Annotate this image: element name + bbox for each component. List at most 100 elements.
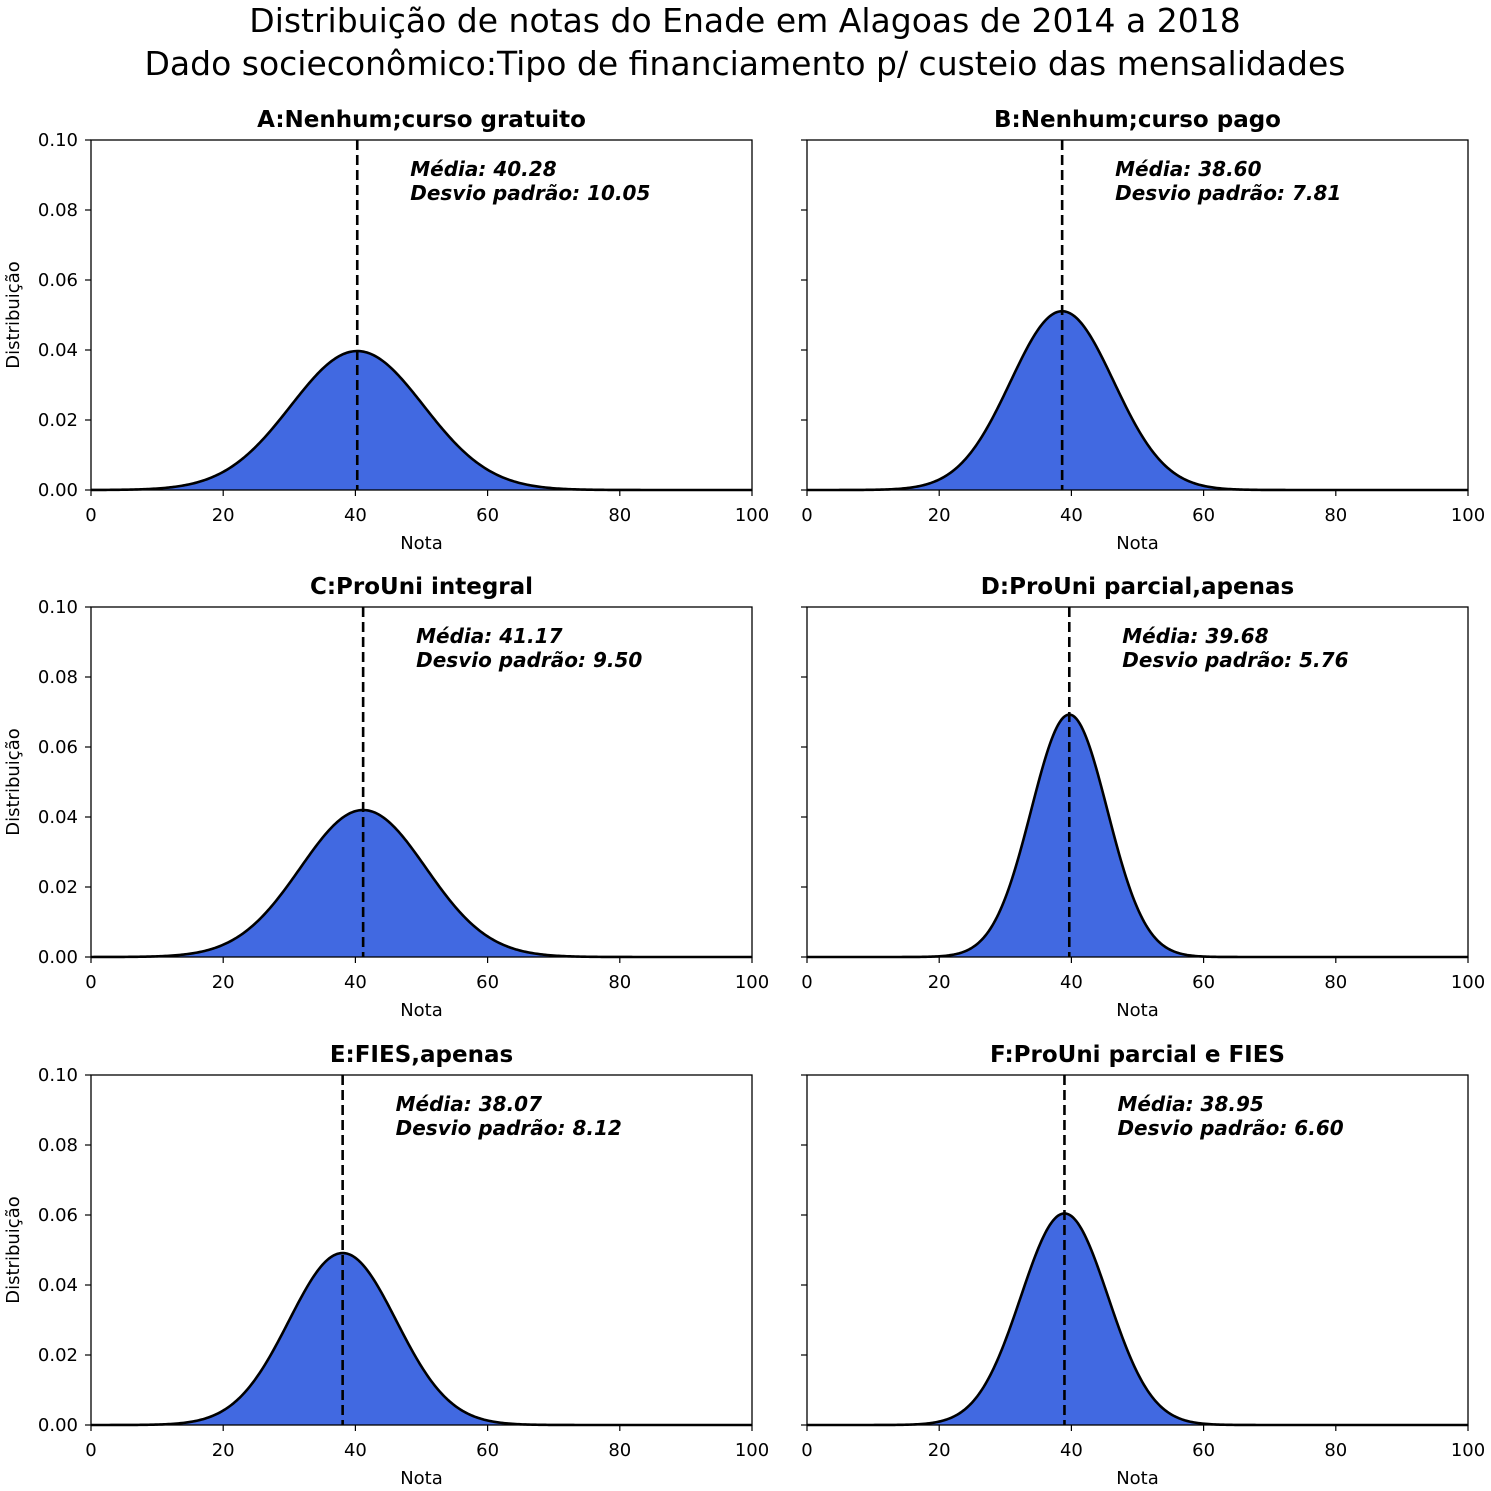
subplot-3: D:ProUni parcial,apenas 0 20 40 60 80 100 Nota M…: [801, 574, 1485, 1021]
stats-mean: Média: 40.28: [410, 157, 556, 181]
subplot-title: B:Nenhum;curso pago: [994, 107, 1281, 133]
stats-std: Desvio padrão: 7.81: [1115, 181, 1341, 205]
subplot-title: F:ProUni parcial e FIES: [990, 1042, 1285, 1068]
subplot-0: A:Nenhum;curso gratuito 0 20 40 60 80 100 0.00 0…: [3, 107, 769, 554]
density-area: [91, 351, 752, 490]
x-tick-label: 0: [85, 505, 96, 526]
x-tick-label: 0: [801, 972, 812, 993]
stats-std: Desvio padrão: 10.05: [410, 181, 650, 205]
x-tick-label: 60: [1192, 972, 1215, 993]
stats-std: Desvio padrão: 5.76: [1122, 648, 1348, 672]
y-tick-label: 0.06: [38, 270, 78, 291]
y-tick-label: 0.00: [38, 947, 78, 968]
x-tick-label: 60: [476, 1440, 499, 1461]
subplot-2: C:ProUni integral 0 20 40 60 80 100 0.00 0.02 0.0…: [3, 574, 769, 1021]
axes-frame: [90, 1074, 753, 1426]
y-tick-label: 0.04: [38, 807, 78, 828]
x-tick-label: 40: [1060, 505, 1083, 526]
x-tick-label: 0: [85, 972, 96, 993]
x-tick-label: 0: [85, 1440, 96, 1461]
x-tick-label: 40: [1060, 1440, 1083, 1461]
density-area: [91, 810, 752, 957]
y-axis-label: Distribuição: [3, 728, 24, 835]
axes-frame: [90, 139, 753, 491]
stats-std: Desvio padrão: 9.50: [416, 648, 642, 672]
x-tick-label: 80: [1324, 505, 1347, 526]
axes-frame: [806, 139, 1469, 491]
y-tick-label: 0.02: [38, 410, 78, 431]
y-tick-label: 0.00: [38, 480, 78, 501]
subplot-title: A:Nenhum;curso gratuito: [257, 107, 586, 133]
x-tick-label: 100: [1451, 505, 1485, 526]
subplot-1: B:Nenhum;curso pago 0 20 40 60 80 100 Nota Média…: [801, 107, 1485, 554]
x-tick-label: 100: [735, 505, 769, 526]
density-area: [807, 714, 1468, 957]
x-tick-label: 40: [344, 1440, 367, 1461]
x-axis-label: Nota: [1116, 533, 1159, 554]
stats-mean: Média: 39.68: [1122, 624, 1268, 648]
x-tick-label: 60: [476, 505, 499, 526]
axes-frame: [90, 606, 753, 958]
y-axis-label: Distribuição: [3, 1196, 24, 1303]
x-tick-label: 100: [735, 1440, 769, 1461]
x-axis-label: Nota: [400, 1000, 443, 1021]
x-tick-label: 0: [801, 505, 812, 526]
panels: A:Nenhum;curso gratuito 0 20 40 60 80 100 0.00 0…: [3, 107, 1485, 1489]
density-area: [807, 1213, 1468, 1425]
y-tick-label: 0.08: [38, 667, 78, 688]
axes-frame: [806, 606, 1469, 958]
y-tick-label: 0.02: [38, 877, 78, 898]
x-tick-label: 100: [735, 972, 769, 993]
x-axis-label: Nota: [400, 1468, 443, 1489]
y-axis-label: Distribuição: [3, 261, 24, 368]
subplot-title: C:ProUni integral: [310, 574, 533, 600]
x-tick-label: 40: [1060, 972, 1083, 993]
stats-std: Desvio padrão: 6.60: [1117, 1116, 1343, 1140]
stats-std: Desvio padrão: 8.12: [396, 1116, 622, 1140]
x-axis-label: Nota: [400, 533, 443, 554]
x-tick-label: 20: [212, 505, 235, 526]
subplot-title: E:FIES,apenas: [330, 1042, 513, 1068]
x-tick-label: 100: [1451, 972, 1485, 993]
x-tick-label: 80: [608, 505, 631, 526]
x-axis-label: Nota: [1116, 1000, 1159, 1021]
y-tick-label: 0.10: [38, 597, 78, 618]
x-tick-label: 60: [476, 972, 499, 993]
x-tick-label: 60: [1192, 1440, 1215, 1461]
stats-mean: Média: 38.07: [396, 1092, 542, 1116]
x-tick-label: 40: [344, 972, 367, 993]
x-tick-label: 40: [344, 505, 367, 526]
stats-mean: Média: 41.17: [416, 624, 562, 648]
x-tick-label: 100: [1451, 1440, 1485, 1461]
x-tick-label: 60: [1192, 505, 1215, 526]
figure-title-line2: Dado socieconômico:Tipo de financiamento…: [145, 44, 1346, 83]
x-tick-label: 80: [1324, 972, 1347, 993]
x-tick-label: 20: [212, 1440, 235, 1461]
stats-mean: Média: 38.60: [1115, 157, 1261, 181]
x-tick-label: 20: [212, 972, 235, 993]
density-area: [807, 311, 1468, 490]
y-tick-label: 0.08: [38, 1135, 78, 1156]
x-tick-label: 80: [608, 1440, 631, 1461]
y-tick-label: 0.10: [38, 1065, 78, 1086]
x-axis-label: Nota: [1116, 1468, 1159, 1489]
y-tick-label: 0.10: [38, 130, 78, 151]
y-tick-label: 0.08: [38, 200, 78, 221]
y-tick-label: 0.02: [38, 1345, 78, 1366]
subplot-5: F:ProUni parcial e FIES 0 20 40 60 80 100 Nota M…: [801, 1042, 1485, 1489]
x-tick-label: 80: [608, 972, 631, 993]
subplot-title: D:ProUni parcial,apenas: [981, 574, 1294, 600]
x-tick-label: 20: [928, 1440, 951, 1461]
y-tick-label: 0.00: [38, 1415, 78, 1436]
subplot-4: E:FIES,apenas 0 20 40 60 80 100 0.00 0.02 0.04 0.0…: [3, 1042, 769, 1489]
x-tick-label: 0: [801, 1440, 812, 1461]
figure-title-line1: Distribuição de notas do Enade em Alagoa…: [249, 1, 1240, 40]
y-tick-label: 0.04: [38, 340, 78, 361]
density-area: [91, 1253, 752, 1425]
stats-mean: Média: 38.95: [1117, 1092, 1263, 1116]
x-tick-label: 20: [928, 972, 951, 993]
y-tick-label: 0.04: [38, 1275, 78, 1296]
x-tick-label: 80: [1324, 1440, 1347, 1461]
x-tick-label: 20: [928, 505, 951, 526]
